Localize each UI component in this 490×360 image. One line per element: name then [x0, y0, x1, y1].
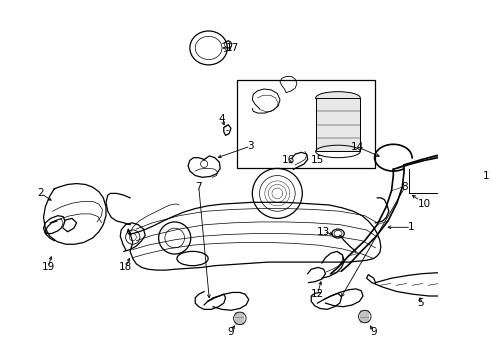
- Text: 15: 15: [311, 156, 324, 165]
- Text: 11: 11: [483, 171, 490, 180]
- Text: 9: 9: [227, 327, 234, 337]
- Bar: [316, 98, 360, 152]
- Text: 8: 8: [402, 182, 408, 192]
- Text: 4: 4: [219, 114, 225, 124]
- Text: 10: 10: [418, 199, 431, 209]
- Text: 19: 19: [41, 262, 54, 273]
- Text: 3: 3: [247, 141, 254, 151]
- Text: 13: 13: [317, 227, 330, 237]
- Text: 17: 17: [226, 43, 239, 53]
- Ellipse shape: [316, 92, 360, 104]
- Text: 14: 14: [351, 142, 364, 152]
- Text: 7: 7: [196, 182, 202, 192]
- Text: 1: 1: [408, 222, 415, 232]
- Text: 16: 16: [281, 156, 294, 165]
- Text: 18: 18: [119, 262, 132, 273]
- Text: 12: 12: [311, 289, 324, 299]
- Bar: [237, 80, 375, 167]
- Text: 5: 5: [417, 298, 423, 308]
- Text: 9: 9: [370, 327, 377, 337]
- Text: 2: 2: [38, 188, 44, 198]
